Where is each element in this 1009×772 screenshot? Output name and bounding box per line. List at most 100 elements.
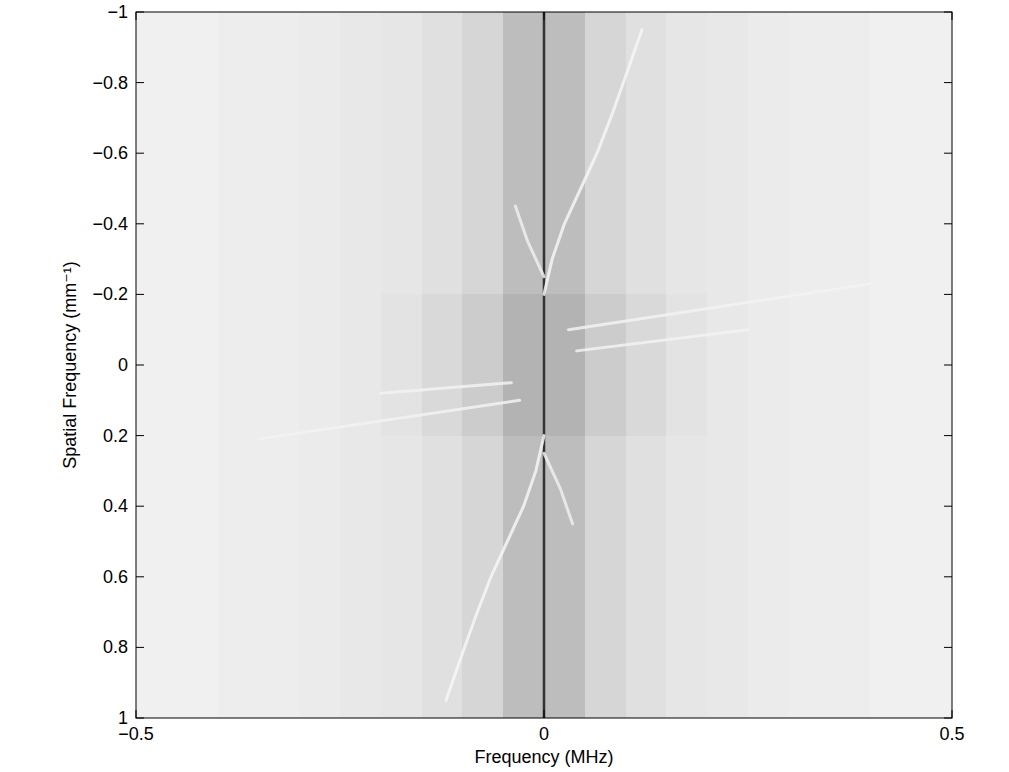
x-tick — [544, 710, 545, 718]
cell — [585, 12, 626, 83]
cell — [789, 153, 830, 224]
cell — [381, 365, 422, 436]
cell — [136, 83, 177, 154]
cell — [911, 647, 952, 718]
cell — [789, 365, 830, 436]
cell — [258, 294, 299, 365]
cell — [340, 506, 381, 577]
y-tick-label: −0.2 — [92, 284, 128, 304]
frame — [136, 12, 952, 718]
y-tick-label: 0.2 — [103, 426, 128, 446]
y-tick — [136, 718, 144, 719]
cell — [585, 294, 626, 365]
cell — [381, 294, 422, 365]
cell — [585, 506, 626, 577]
y-tick — [944, 576, 952, 577]
cell — [258, 12, 299, 83]
cell — [422, 83, 463, 154]
cell — [870, 577, 911, 648]
y-tick — [136, 365, 144, 366]
cell — [177, 153, 218, 224]
cell — [870, 365, 911, 436]
y-tick-label: 0 — [118, 355, 128, 375]
y-tick — [944, 153, 952, 154]
cell — [503, 506, 544, 577]
cell — [626, 506, 667, 577]
cell — [381, 12, 422, 83]
y-tick-label: 0.4 — [103, 496, 128, 516]
cell — [258, 436, 299, 507]
cell — [585, 224, 626, 295]
cell — [136, 436, 177, 507]
cell — [299, 647, 340, 718]
cell — [422, 436, 463, 507]
y-tick — [944, 506, 952, 507]
cell — [748, 12, 789, 83]
cell — [136, 12, 177, 83]
cell — [218, 224, 259, 295]
y-tick — [944, 365, 952, 366]
cell — [789, 436, 830, 507]
cell — [218, 83, 259, 154]
cell — [462, 224, 503, 295]
cell — [830, 436, 871, 507]
cell — [177, 436, 218, 507]
y-tick — [136, 435, 144, 436]
cell — [870, 436, 911, 507]
cell — [544, 224, 585, 295]
cell — [258, 224, 299, 295]
cell — [422, 577, 463, 648]
chart: −0.500.5−1−0.8−0.6−0.4−0.200.20.40.60.81… — [0, 0, 1009, 772]
cell — [911, 506, 952, 577]
y-tick — [944, 294, 952, 295]
y-tick — [136, 153, 144, 154]
cell — [340, 577, 381, 648]
cell — [340, 294, 381, 365]
cell — [626, 365, 667, 436]
cell — [830, 294, 871, 365]
cell — [707, 12, 748, 83]
cell — [462, 436, 503, 507]
cell — [626, 12, 667, 83]
cell — [748, 365, 789, 436]
cell — [544, 506, 585, 577]
x-tick — [136, 710, 137, 718]
y-tick-label: −0.4 — [92, 214, 128, 234]
y-tick — [944, 82, 952, 83]
cell — [299, 153, 340, 224]
cell — [462, 153, 503, 224]
cell — [422, 224, 463, 295]
cell — [258, 83, 299, 154]
feature-line — [258, 400, 519, 439]
cell — [544, 12, 585, 83]
cell — [666, 365, 707, 436]
feature-line — [544, 30, 642, 295]
cell — [544, 577, 585, 648]
cell — [422, 12, 463, 83]
cell — [911, 365, 952, 436]
cell — [707, 224, 748, 295]
cell — [870, 83, 911, 154]
cell — [218, 12, 259, 83]
cell — [340, 153, 381, 224]
cell — [585, 647, 626, 718]
cell — [830, 83, 871, 154]
feature-line — [577, 330, 748, 351]
cell — [748, 436, 789, 507]
cell — [626, 294, 667, 365]
cell — [707, 577, 748, 648]
cell — [830, 153, 871, 224]
cell — [422, 647, 463, 718]
cell — [422, 506, 463, 577]
cell — [870, 224, 911, 295]
cell — [830, 577, 871, 648]
cell — [666, 436, 707, 507]
cell — [462, 506, 503, 577]
y-tick — [136, 506, 144, 507]
cell — [911, 224, 952, 295]
cell — [789, 577, 830, 648]
cell — [340, 12, 381, 83]
cell — [136, 153, 177, 224]
y-tick-label: 0.6 — [103, 567, 128, 587]
cell — [381, 436, 422, 507]
